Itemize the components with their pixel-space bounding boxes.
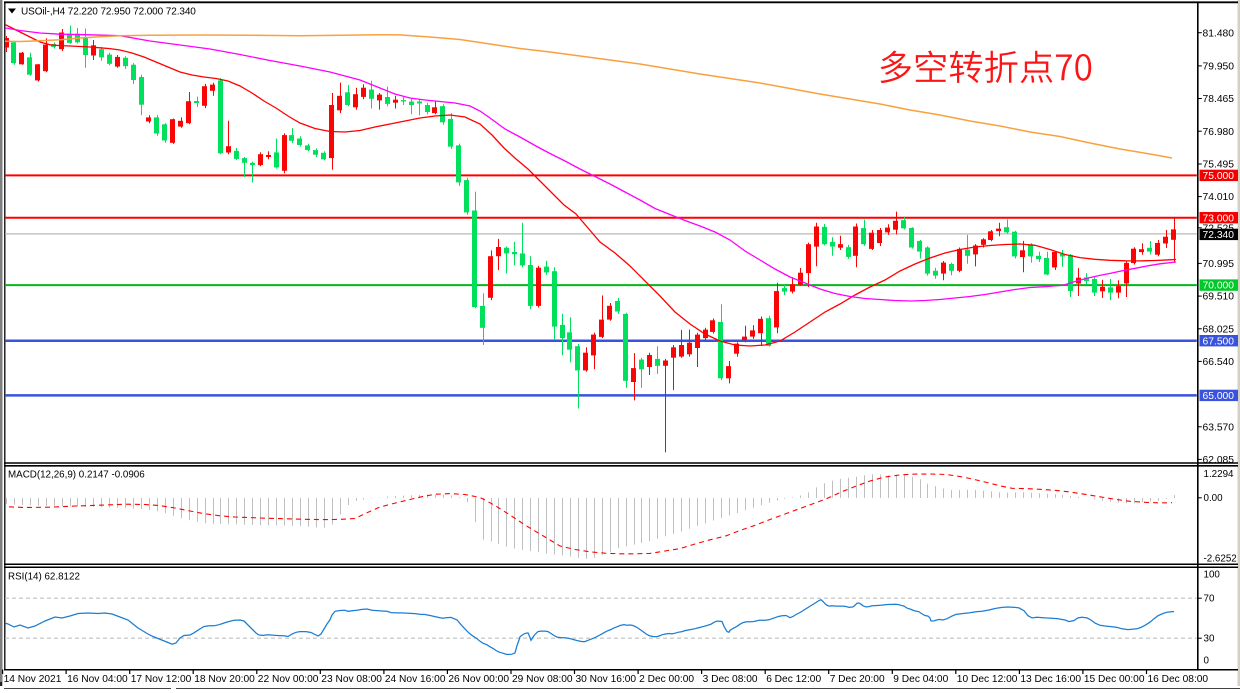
svg-text:7 Dec 20:00: 7 Dec 20:00 — [830, 674, 885, 685]
svg-text:100: 100 — [1204, 570, 1221, 581]
svg-text:75.000: 75.000 — [1203, 171, 1235, 182]
svg-text:22 Nov 00:00: 22 Nov 00:00 — [258, 674, 319, 685]
svg-text:63.570: 63.570 — [1203, 422, 1235, 433]
svg-text:78.465: 78.465 — [1203, 94, 1235, 105]
svg-text:13 Dec 16:00: 13 Dec 16:00 — [1020, 674, 1081, 685]
svg-text:9 Dec 04:00: 9 Dec 04:00 — [893, 674, 948, 685]
svg-text:-2.6252: -2.6252 — [1204, 554, 1237, 565]
svg-text:10 Dec 12:00: 10 Dec 12:00 — [957, 674, 1018, 685]
svg-text:67.500: 67.500 — [1203, 336, 1235, 347]
svg-text:18 Nov 20:00: 18 Nov 20:00 — [194, 674, 255, 685]
svg-text:USOil-,H4 72.220 72.950 72.00: USOil-,H4 72.220 72.950 72.000 72.340 — [21, 7, 196, 18]
svg-text:14 Nov 2021: 14 Nov 2021 — [4, 674, 62, 685]
svg-text:RSI(14) 62.8122: RSI(14) 62.8122 — [8, 572, 80, 583]
svg-text:69.510: 69.510 — [1203, 292, 1235, 303]
svg-text:30 Nov 16:00: 30 Nov 16:00 — [576, 674, 637, 685]
svg-text:70.995: 70.995 — [1203, 259, 1235, 270]
svg-text:29 Nov 08:00: 29 Nov 08:00 — [512, 674, 573, 685]
svg-text:6 Dec 12:00: 6 Dec 12:00 — [766, 674, 821, 685]
svg-text:74.010: 74.010 — [1203, 192, 1235, 203]
svg-text:75.495: 75.495 — [1203, 160, 1235, 171]
svg-text:0.00: 0.00 — [1204, 493, 1224, 504]
svg-text:24 Nov 16:00: 24 Nov 16:00 — [385, 674, 446, 685]
svg-text:70: 70 — [1204, 594, 1215, 605]
svg-text:17 Nov 12:00: 17 Nov 12:00 — [131, 674, 192, 685]
svg-text:2 Dec 00:00: 2 Dec 00:00 — [639, 674, 694, 685]
svg-text:1.2294: 1.2294 — [1204, 469, 1235, 480]
svg-text:23 Nov 08:00: 23 Nov 08:00 — [321, 674, 382, 685]
svg-text:66.540: 66.540 — [1203, 357, 1235, 368]
svg-text:15 Dec 00:00: 15 Dec 00:00 — [1084, 674, 1145, 685]
svg-text:3 Dec 08:00: 3 Dec 08:00 — [703, 674, 758, 685]
svg-text:79.950: 79.950 — [1203, 62, 1235, 73]
svg-text:62.085: 62.085 — [1203, 455, 1235, 466]
svg-text:68.025: 68.025 — [1203, 324, 1235, 335]
svg-text:81.480: 81.480 — [1203, 28, 1235, 39]
svg-text:30: 30 — [1204, 634, 1215, 645]
svg-text:0: 0 — [1204, 656, 1210, 667]
svg-text:16 Nov 04:00: 16 Nov 04:00 — [67, 674, 128, 685]
svg-text:65.000: 65.000 — [1203, 391, 1235, 402]
svg-text:MACD(12,26,9) 0.2147 -0.0906: MACD(12,26,9) 0.2147 -0.0906 — [8, 470, 145, 481]
svg-text:26 Nov 00:00: 26 Nov 00:00 — [448, 674, 509, 685]
svg-text:70.000: 70.000 — [1203, 281, 1235, 292]
svg-text:73.000: 73.000 — [1203, 213, 1235, 224]
svg-text:72.340: 72.340 — [1203, 230, 1235, 241]
svg-text:76.980: 76.980 — [1203, 127, 1235, 138]
svg-text:16 Dec 08:00: 16 Dec 08:00 — [1148, 674, 1209, 685]
